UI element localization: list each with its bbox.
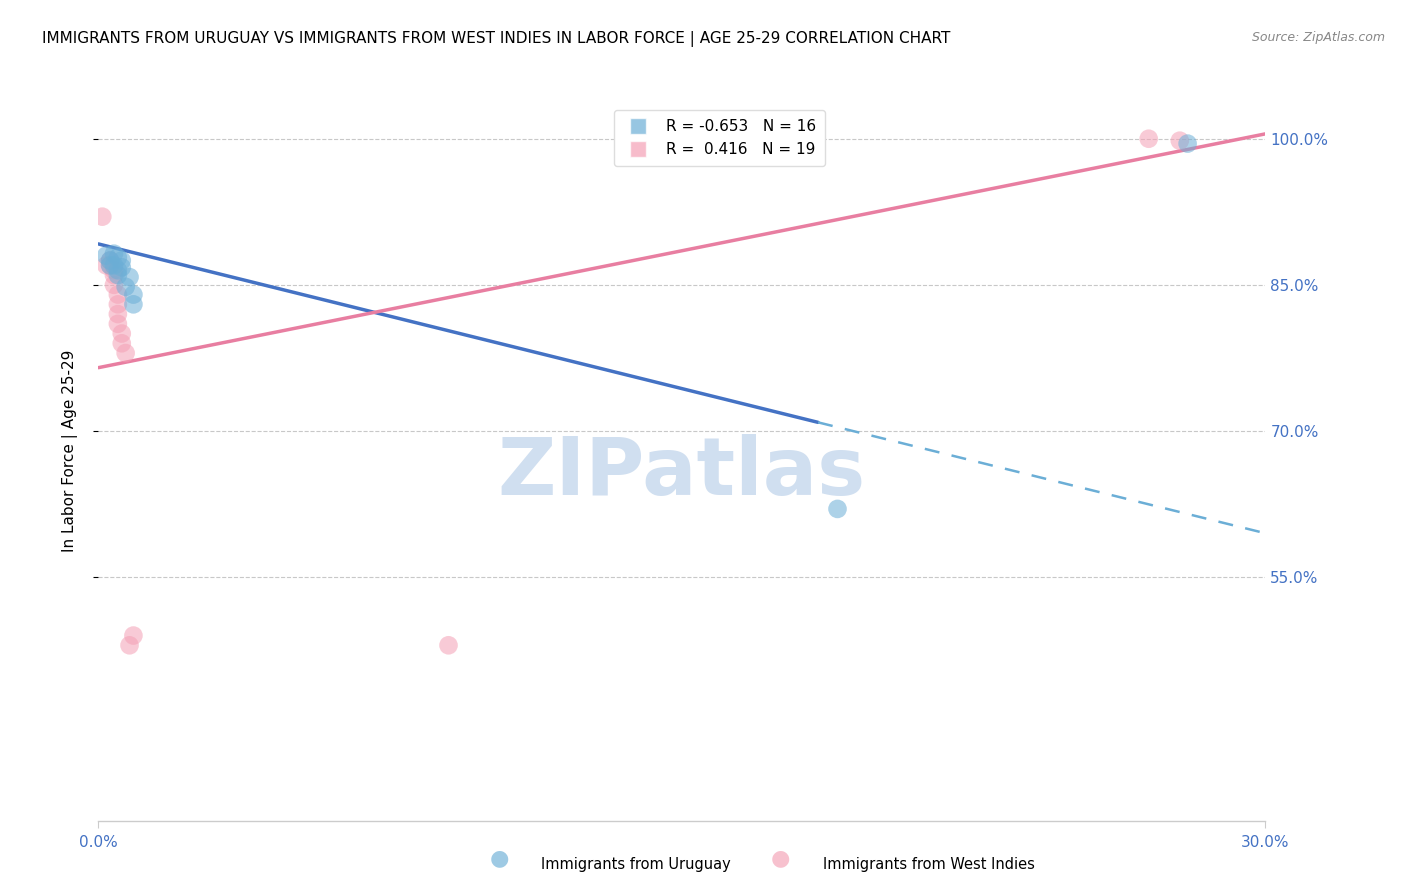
Point: [111, 326, 134, 341]
Point: [118, 638, 141, 652]
Point: [98, 259, 121, 273]
Point: [103, 268, 125, 282]
Point: [98, 253, 121, 268]
Text: ●: ●: [489, 848, 509, 868]
Point: [91, 210, 114, 224]
Point: [437, 638, 460, 652]
Point: [118, 270, 141, 285]
Point: [114, 346, 136, 360]
Point: [103, 263, 125, 277]
Point: [122, 287, 145, 301]
Point: [114, 280, 136, 294]
Point: [1177, 136, 1199, 151]
Text: ZIPatlas: ZIPatlas: [498, 434, 866, 512]
Point: [1137, 132, 1160, 146]
Point: [827, 502, 849, 516]
Point: [107, 268, 129, 282]
Point: [111, 253, 134, 268]
Text: ●: ●: [770, 848, 790, 868]
Point: [111, 260, 134, 275]
Point: [107, 317, 129, 331]
Point: [96, 249, 118, 263]
Text: IMMIGRANTS FROM URUGUAY VS IMMIGRANTS FROM WEST INDIES IN LABOR FORCE | AGE 25-2: IMMIGRANTS FROM URUGUAY VS IMMIGRANTS FR…: [42, 31, 950, 47]
Point: [107, 263, 129, 277]
Point: [103, 259, 125, 273]
Point: [98, 253, 121, 268]
Legend: R = -0.653   N = 16, R =  0.416   N = 19: R = -0.653 N = 16, R = 0.416 N = 19: [613, 110, 825, 166]
Point: [122, 297, 145, 311]
Point: [103, 246, 125, 260]
Y-axis label: In Labor Force | Age 25-29: In Labor Force | Age 25-29: [62, 350, 77, 551]
Point: [103, 277, 125, 292]
Point: [1168, 134, 1191, 148]
Point: [96, 259, 118, 273]
Point: [107, 297, 129, 311]
Point: [98, 259, 121, 273]
Text: Source: ZipAtlas.com: Source: ZipAtlas.com: [1251, 31, 1385, 45]
Text: Immigrants from West Indies: Immigrants from West Indies: [823, 857, 1035, 872]
Point: [111, 336, 134, 351]
Point: [122, 628, 145, 642]
Point: [107, 251, 129, 265]
Point: [107, 287, 129, 301]
Text: Immigrants from Uruguay: Immigrants from Uruguay: [541, 857, 731, 872]
Point: [107, 307, 129, 321]
